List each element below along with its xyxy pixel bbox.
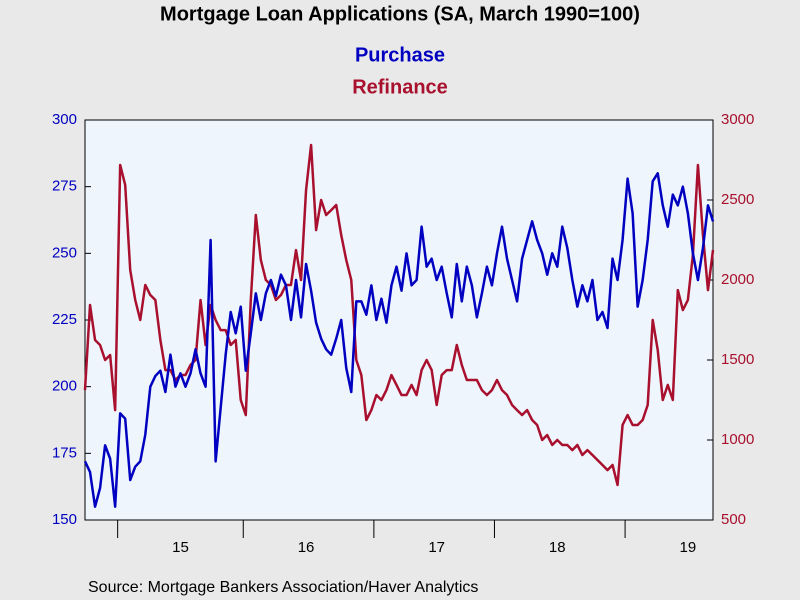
y-tick-label: 300 xyxy=(52,111,77,128)
legend-entry: Purchase xyxy=(355,44,445,66)
y-tick-label: 175 xyxy=(52,444,77,461)
source-note: Source: Mortgage Bankers Association/Hav… xyxy=(88,579,478,596)
y2-tick-label: 1500 xyxy=(721,351,754,368)
legend-entry: Refinance xyxy=(352,76,448,98)
x-tick-label: 17 xyxy=(428,539,445,556)
y-tick-label: 250 xyxy=(52,244,77,261)
y2-tick-label: 3000 xyxy=(721,111,754,128)
y-tick-label: 200 xyxy=(52,378,77,395)
y2-tick-label: 2000 xyxy=(721,271,754,288)
y2-tick-label: 2500 xyxy=(721,191,754,208)
y-tick-label: 225 xyxy=(52,311,77,328)
x-tick-label: 18 xyxy=(549,539,566,556)
x-tick-label: 15 xyxy=(172,539,189,556)
y2-tick-label: 500 xyxy=(721,511,746,528)
y-tick-label: 275 xyxy=(52,178,77,195)
x-tick-label: 19 xyxy=(680,539,697,556)
series-line xyxy=(83,143,715,487)
x-tick-label: 16 xyxy=(298,539,315,556)
y2-tick-label: 1000 xyxy=(721,431,754,448)
chart-title: Mortgage Loan Applications (SA, March 19… xyxy=(160,3,640,25)
y-tick-label: 150 xyxy=(52,511,77,528)
series-line xyxy=(83,172,715,508)
